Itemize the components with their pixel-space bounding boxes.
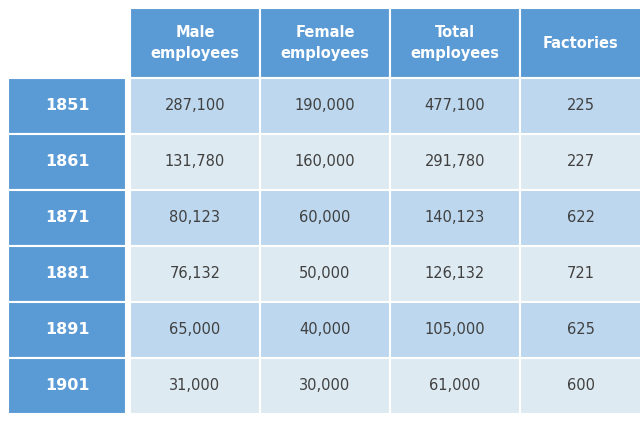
Text: 1861: 1861 [45,155,89,170]
Text: 1881: 1881 [45,266,89,282]
FancyBboxPatch shape [130,8,260,78]
FancyBboxPatch shape [8,134,126,190]
Text: 160,000: 160,000 [294,155,355,170]
FancyBboxPatch shape [520,358,640,414]
FancyBboxPatch shape [390,246,520,302]
FancyBboxPatch shape [390,190,520,246]
FancyBboxPatch shape [390,358,520,414]
Text: 80,123: 80,123 [170,210,221,226]
FancyBboxPatch shape [520,8,640,78]
Text: Total
employees: Total employees [410,25,499,61]
Text: Female
employees: Female employees [280,25,369,61]
FancyBboxPatch shape [130,302,260,358]
FancyBboxPatch shape [130,246,260,302]
FancyBboxPatch shape [390,302,520,358]
FancyBboxPatch shape [8,78,126,134]
FancyBboxPatch shape [390,78,520,134]
FancyBboxPatch shape [260,78,390,134]
Text: 50,000: 50,000 [300,266,351,282]
FancyBboxPatch shape [260,134,390,190]
Text: 227: 227 [567,155,595,170]
Text: 61,000: 61,000 [429,378,481,394]
Text: 105,000: 105,000 [425,322,485,338]
FancyBboxPatch shape [8,302,126,358]
Text: 126,132: 126,132 [425,266,485,282]
Text: 1851: 1851 [45,99,89,114]
FancyBboxPatch shape [260,302,390,358]
Text: Male
employees: Male employees [150,25,239,61]
FancyBboxPatch shape [520,78,640,134]
FancyBboxPatch shape [8,246,126,302]
Text: 60,000: 60,000 [300,210,351,226]
Text: 287,100: 287,100 [164,99,225,114]
Text: 131,780: 131,780 [165,155,225,170]
Text: 140,123: 140,123 [425,210,485,226]
Text: 225: 225 [567,99,595,114]
FancyBboxPatch shape [390,134,520,190]
Text: 721: 721 [567,266,595,282]
Text: 76,132: 76,132 [170,266,221,282]
Text: 477,100: 477,100 [425,99,485,114]
Text: 600: 600 [567,378,595,394]
FancyBboxPatch shape [260,358,390,414]
Text: 625: 625 [567,322,595,338]
Text: 30,000: 30,000 [300,378,351,394]
FancyBboxPatch shape [260,190,390,246]
Text: 622: 622 [567,210,595,226]
Text: 291,780: 291,780 [425,155,485,170]
FancyBboxPatch shape [260,8,390,78]
FancyBboxPatch shape [520,246,640,302]
FancyBboxPatch shape [130,134,260,190]
Text: 40,000: 40,000 [300,322,351,338]
FancyBboxPatch shape [8,358,126,414]
FancyBboxPatch shape [520,190,640,246]
Text: Factories: Factories [543,35,619,51]
Text: 190,000: 190,000 [294,99,355,114]
FancyBboxPatch shape [130,190,260,246]
Text: 31,000: 31,000 [170,378,221,394]
Text: 65,000: 65,000 [170,322,221,338]
Text: 1871: 1871 [45,210,89,226]
FancyBboxPatch shape [260,246,390,302]
FancyBboxPatch shape [390,8,520,78]
FancyBboxPatch shape [520,134,640,190]
Text: 1891: 1891 [45,322,89,338]
FancyBboxPatch shape [130,358,260,414]
FancyBboxPatch shape [520,302,640,358]
Text: 1901: 1901 [45,378,89,394]
FancyBboxPatch shape [8,190,126,246]
FancyBboxPatch shape [130,78,260,134]
